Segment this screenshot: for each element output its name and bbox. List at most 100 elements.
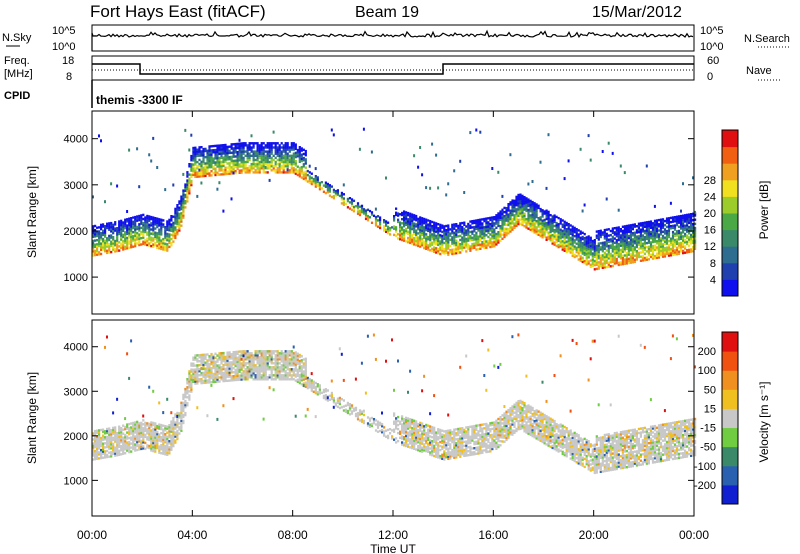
range-gate-cell [184, 413, 187, 417]
range-gate-cell [260, 142, 263, 145]
range-gate-cell [565, 242, 568, 245]
range-gate-cell [437, 231, 440, 234]
range-gate-cell [234, 362, 237, 366]
noise-panel-frame [91, 24, 695, 52]
range-gate-cell [198, 152, 201, 155]
range-gate-cell [168, 446, 171, 449]
range-gate-cell [475, 231, 478, 235]
range-gate-cell [158, 238, 161, 242]
range-gate-cell [682, 241, 685, 244]
range-gate-cell [501, 225, 504, 228]
range-gate-cell [417, 232, 420, 235]
range-gate-cell [108, 441, 111, 444]
range-gate-cell [543, 210, 546, 213]
range-gate-cell [270, 158, 273, 162]
range-gate-cell [469, 237, 472, 240]
range-gate-cell [533, 210, 536, 213]
range-gate-cell [272, 167, 275, 170]
range-gate-cell [256, 378, 259, 381]
range-gate-cell [228, 168, 231, 171]
range-gate-cell [545, 236, 548, 239]
range-gate-cell [686, 228, 689, 231]
range-gate-cell [110, 250, 113, 254]
range-gate-cell [669, 252, 673, 255]
range-gate-cell [627, 226, 630, 229]
range-gate-cell [146, 446, 149, 449]
range-gate-cell [643, 236, 646, 239]
range-gate-cell [497, 239, 500, 242]
range-gate-cell [268, 386, 271, 390]
range-gate-cell [545, 215, 548, 219]
range-gate-cell [192, 370, 195, 373]
range-gate-cell [653, 204, 656, 208]
range-gate-cell [120, 242, 123, 245]
range-gate-cell [156, 438, 159, 442]
range-gate-cell [182, 214, 185, 217]
range-gate-cell [136, 448, 139, 452]
range-gate-cell [419, 245, 422, 248]
range-gate-cell [134, 228, 137, 231]
range-gate-cell [509, 209, 512, 212]
range-gate-cell [236, 163, 239, 166]
range-gate-cell [230, 369, 233, 372]
range-gate-cell [515, 208, 518, 211]
range-gate-cell [595, 263, 598, 266]
range-gate-cell [122, 448, 125, 451]
range-gate-cell [589, 249, 592, 252]
range-gate-cell [633, 237, 636, 241]
range-gate-cell [242, 376, 245, 379]
range-gate-cell [264, 372, 267, 375]
range-gate-cell [623, 231, 626, 234]
range-gate-cell [421, 227, 424, 230]
range-gate-cell [218, 163, 221, 166]
range-gate-cell [509, 222, 512, 225]
range-gate-cell [495, 243, 498, 246]
range-gate-cell [222, 375, 225, 379]
range-gate-cell [505, 217, 508, 220]
range-gate-cell [651, 240, 655, 244]
range-gate-cell [447, 247, 450, 250]
range-gate-cell [108, 247, 111, 250]
range-gate-cell [431, 233, 434, 236]
range-gate-cell [116, 249, 119, 253]
range-gate-cell [651, 238, 655, 242]
range-gate-cell [605, 259, 608, 263]
range-gate-cell [286, 378, 289, 381]
range-gate-cell [204, 381, 207, 384]
range-gate-cell [220, 374, 223, 377]
range-gate-cell [206, 381, 209, 384]
range-gate-cell [360, 204, 364, 208]
range-gate-cell [184, 405, 187, 409]
range-gate-cell [563, 243, 566, 246]
range-gate-cell [232, 353, 235, 356]
range-gate-cell [577, 243, 580, 247]
range-gate-cell [563, 231, 566, 234]
range-gate-cell [611, 258, 614, 261]
range-gate-cell [270, 378, 273, 381]
range-gate-cell [675, 242, 679, 245]
range-gate-cell [541, 219, 544, 222]
range-gate-cell [282, 376, 285, 379]
range-gate-cell [116, 235, 119, 238]
range-gate-cell [487, 235, 490, 239]
range-gate-cell [290, 352, 293, 355]
range-gate-cell [521, 215, 524, 218]
range-gate-cell [471, 236, 474, 239]
range-gate-cell [447, 251, 450, 254]
range-gate-cell [623, 239, 626, 243]
range-gate-cell [238, 146, 241, 150]
range-gate-cell [300, 377, 303, 380]
range-gate-cell [154, 424, 157, 427]
range-gate-cell [186, 173, 189, 176]
range-gate-cell [314, 387, 317, 391]
range-gate-cell [467, 237, 470, 240]
range-gate-cell [688, 232, 691, 235]
range-gate-cell [172, 240, 175, 243]
range-gate-cell [262, 374, 265, 377]
range-gate-cell [411, 227, 414, 231]
range-gate-cell [523, 218, 526, 222]
range-gate-cell [469, 245, 472, 248]
range-gate-cell [370, 221, 374, 224]
range-gate-cell [106, 226, 109, 230]
range-gate-cell [292, 156, 295, 160]
